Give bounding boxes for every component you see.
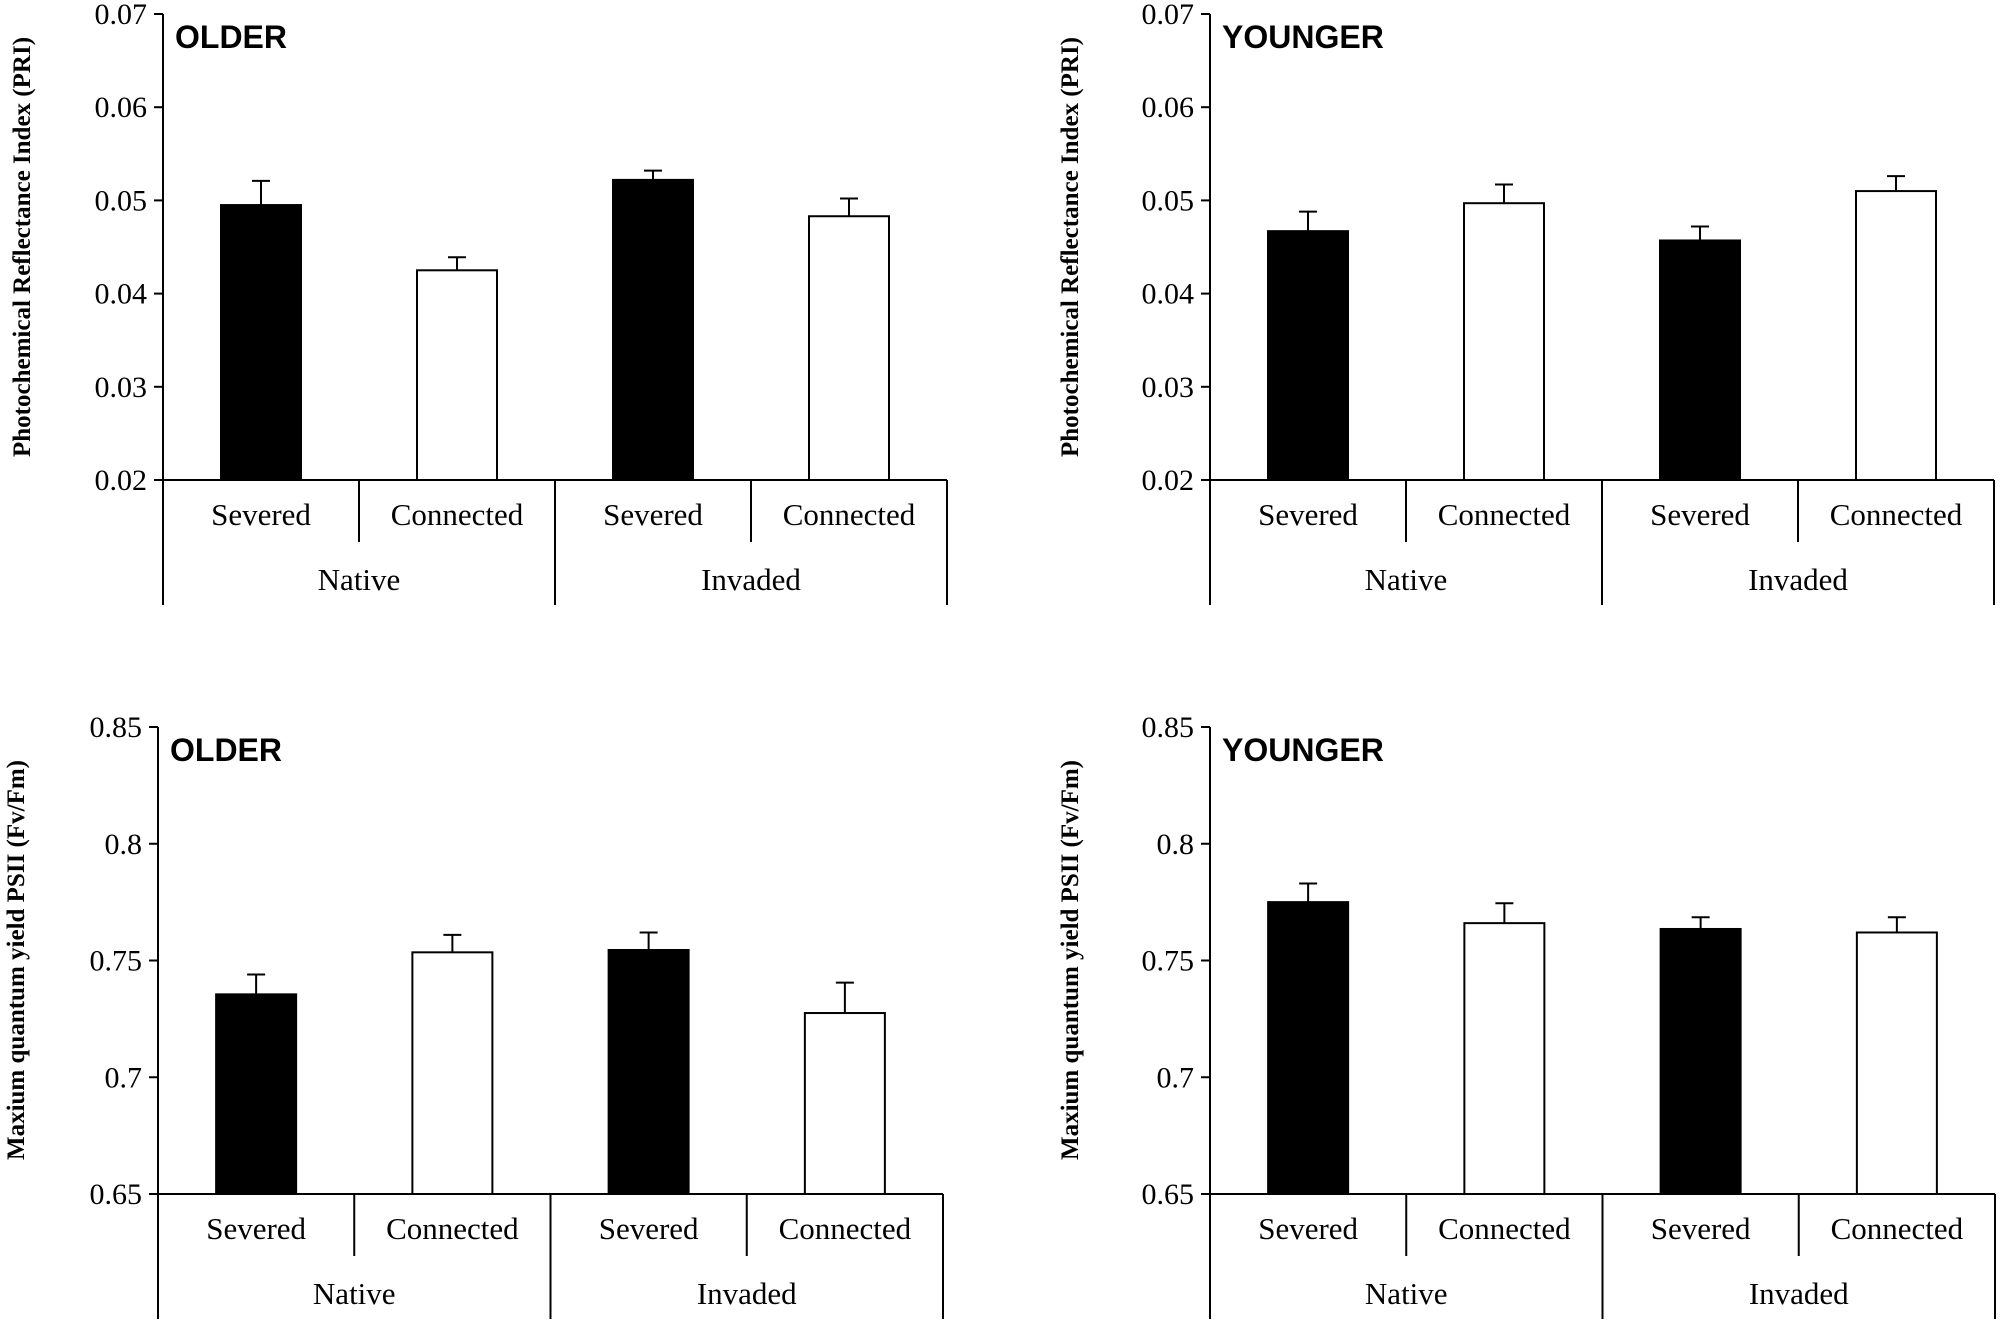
y-tick-label: 0.65 xyxy=(1142,1178,1195,1211)
bar-2 xyxy=(416,269,498,481)
bar-2 xyxy=(1463,922,1546,1195)
y-axis-label: Maxium quantum yield PSII (Fv/Fm) xyxy=(3,760,30,1160)
y-tick-label: 0.7 xyxy=(105,1061,143,1094)
category-label: Connected xyxy=(386,1211,519,1246)
y-tick-label: 0.02 xyxy=(95,464,148,497)
bar-3 xyxy=(612,178,694,481)
y-axis-label: Photochemical Reflectance Index (PRI) xyxy=(9,37,36,457)
panel-2: 0.02 0.03 0.04 0.05 0.06 0.07 Severed Connected… xyxy=(1057,0,1995,605)
y-tick-label: 0.03 xyxy=(1142,371,1195,404)
panel-3: 0.65 0.7 0.75 0.8 0.85 Severed Connected Severe… xyxy=(3,711,944,1319)
panel-title: OLDER xyxy=(170,732,282,768)
category-label: Connected xyxy=(779,1211,912,1246)
y-tick-label: 0.8 xyxy=(1157,828,1195,861)
category-label: Connected xyxy=(1438,1211,1571,1246)
group-label: Native xyxy=(313,1276,396,1311)
y-tick-label: 0.85 xyxy=(1142,711,1195,744)
bar-4 xyxy=(803,1012,886,1195)
category-label: Severed xyxy=(206,1211,306,1246)
category-label: Connected xyxy=(1438,497,1571,532)
bar-1 xyxy=(1267,901,1350,1195)
y-tick-label: 0.02 xyxy=(1142,464,1195,497)
y-axis-label: Maxium quantum yield PSII (Fv/Fm) xyxy=(1057,760,1084,1160)
y-tick-label: 0.06 xyxy=(95,91,148,124)
bar-2 xyxy=(1463,202,1545,481)
group-label: Invaded xyxy=(1749,1276,1849,1311)
group-label: Invaded xyxy=(1748,562,1848,597)
group-label: Native xyxy=(1365,1276,1448,1311)
bar-4 xyxy=(1855,931,1938,1195)
bar-1 xyxy=(220,204,302,481)
category-label: Connected xyxy=(783,497,916,532)
y-tick-label: 0.7 xyxy=(1157,1061,1195,1094)
y-tick-label: 0.04 xyxy=(95,278,148,311)
panel-title: OLDER xyxy=(175,19,287,55)
bar-2 xyxy=(411,951,494,1196)
bar-3 xyxy=(607,948,690,1195)
group-label: Invaded xyxy=(697,1276,797,1311)
y-tick-label: 0.85 xyxy=(90,711,143,744)
y-tick-label: 0.03 xyxy=(95,371,148,404)
y-tick-label: 0.07 xyxy=(95,0,148,31)
y-tick-label: 0.8 xyxy=(105,828,143,861)
category-label: Severed xyxy=(1650,497,1750,532)
bar-1 xyxy=(1267,230,1349,481)
group-label: Invaded xyxy=(701,562,801,597)
panel-title: YOUNGER xyxy=(1222,19,1384,55)
category-label: Severed xyxy=(1258,497,1358,532)
category-label: Severed xyxy=(603,497,703,532)
category-label: Severed xyxy=(211,497,311,532)
panel-1: 0.02 0.03 0.04 0.05 0.06 0.07 Severed Connected… xyxy=(9,0,948,605)
category-label: Severed xyxy=(1258,1211,1358,1246)
y-tick-label: 0.65 xyxy=(90,1178,143,1211)
y-tick-label: 0.06 xyxy=(1142,91,1195,124)
category-label: Severed xyxy=(599,1211,699,1246)
bar-1 xyxy=(215,993,298,1195)
category-label: Connected xyxy=(1830,497,1963,532)
y-tick-label: 0.75 xyxy=(90,945,143,978)
bar-3 xyxy=(1659,927,1742,1195)
panel-title: YOUNGER xyxy=(1222,732,1384,768)
bar-4 xyxy=(1855,190,1937,482)
bar-4 xyxy=(808,215,890,482)
group-label: Native xyxy=(1365,562,1448,597)
category-label: Severed xyxy=(1651,1211,1751,1246)
bar-3 xyxy=(1659,239,1741,481)
y-axis-label: Photochemical Reflectance Index (PRI) xyxy=(1057,37,1084,457)
y-tick-label: 0.07 xyxy=(1142,0,1195,31)
group-label: Native xyxy=(318,562,401,597)
panel-4: 0.65 0.7 0.75 0.8 0.85 Severed Connected Severe… xyxy=(1057,711,1996,1319)
y-tick-label: 0.05 xyxy=(1142,184,1195,217)
y-tick-label: 0.04 xyxy=(1142,278,1195,311)
y-tick-label: 0.05 xyxy=(95,184,148,217)
category-label: Connected xyxy=(391,497,524,532)
category-label: Connected xyxy=(1831,1211,1964,1246)
y-tick-label: 0.75 xyxy=(1142,945,1195,978)
